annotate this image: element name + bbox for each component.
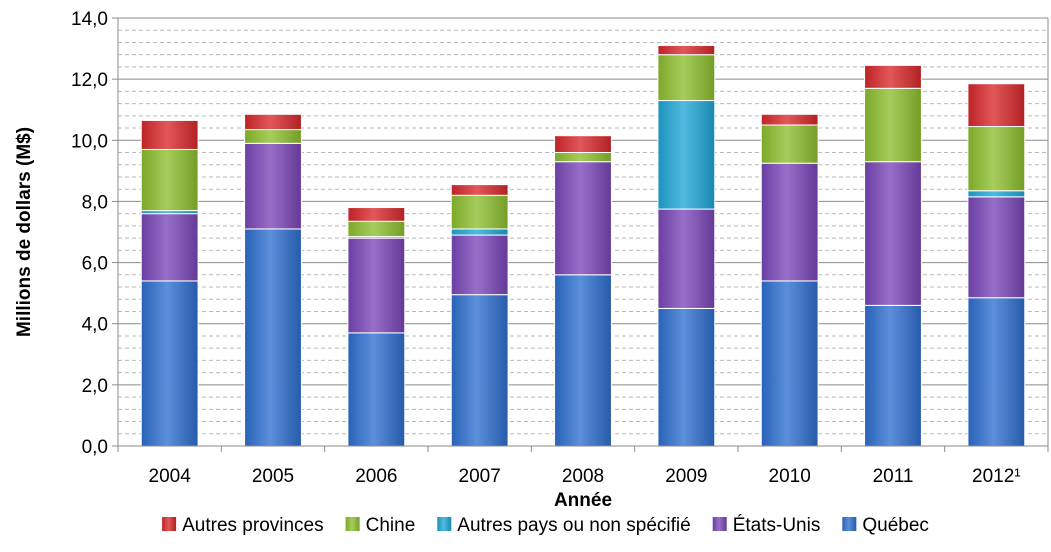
y-tick-labels: 0,0 2,0 4,0 6,0 8,0 10,0 12,0 14,0 bbox=[71, 9, 108, 458]
bar-segment bbox=[657, 208, 716, 309]
bar-segment bbox=[347, 207, 406, 222]
legend-item: Autres pays ou non spécifié bbox=[437, 515, 691, 536]
legend-swatch bbox=[437, 517, 452, 531]
legend-label: Québec bbox=[862, 515, 929, 536]
bar-segment bbox=[450, 294, 509, 447]
bars bbox=[140, 45, 1026, 447]
bar-segment bbox=[244, 113, 302, 131]
bar-segment bbox=[864, 64, 922, 89]
y-tick-label: 2,0 bbox=[82, 376, 108, 397]
legend-swatch bbox=[712, 517, 727, 531]
legend-item: Québec bbox=[842, 515, 929, 536]
bar-segment bbox=[657, 100, 716, 210]
bar-segment bbox=[967, 297, 1026, 447]
bar-segment bbox=[760, 124, 819, 164]
bar-segment bbox=[450, 228, 509, 236]
x-tick-label: 2004 bbox=[149, 466, 192, 487]
bar-segment bbox=[967, 126, 1026, 192]
bar-segment bbox=[347, 237, 406, 334]
bar-segment bbox=[450, 194, 509, 230]
bar-segment bbox=[760, 162, 819, 282]
bar-segment bbox=[244, 129, 302, 144]
y-tick-label: 12,0 bbox=[71, 70, 108, 91]
bar-segment bbox=[657, 54, 716, 102]
legend-swatch bbox=[162, 517, 177, 531]
bar-segment bbox=[140, 119, 199, 150]
y-axis-title: Millions de dollars (M$) bbox=[14, 127, 35, 337]
x-tick-label: 2005 bbox=[252, 466, 294, 487]
x-axis-title: Année bbox=[554, 490, 612, 511]
x-tick-label: 2008 bbox=[562, 466, 604, 487]
bar-segment bbox=[244, 228, 302, 447]
x-tick-label: 2010 bbox=[769, 466, 811, 487]
legend-label: Autres provinces bbox=[182, 515, 324, 536]
legend-label: États-Unis bbox=[733, 515, 821, 536]
bar-segment bbox=[864, 304, 922, 447]
bar-segment bbox=[760, 113, 819, 126]
y-tick-label: 14,0 bbox=[71, 9, 108, 30]
legend-item: Chine bbox=[345, 515, 416, 536]
legend-swatch bbox=[345, 517, 360, 531]
axes bbox=[112, 17, 1049, 452]
legend-item: États-Unis bbox=[712, 515, 821, 536]
x-tick-label: 2012¹ bbox=[972, 466, 1021, 487]
bar-segment bbox=[554, 135, 612, 154]
y-tick-label: 6,0 bbox=[82, 254, 108, 275]
y-tick-label: 0,0 bbox=[82, 437, 108, 458]
bar-segment bbox=[140, 280, 199, 447]
bar-segment bbox=[554, 161, 612, 276]
y-tick-label: 10,0 bbox=[71, 131, 108, 152]
bar-segment bbox=[967, 196, 1026, 299]
x-tick-labels: 2004 2005 2006 2007 2008 2009 2010 2011 2012¹ bbox=[149, 466, 1021, 487]
bar-segment bbox=[140, 213, 199, 282]
bar-segment bbox=[967, 190, 1026, 198]
bar-segment bbox=[450, 234, 509, 296]
legend: Autres provinces Chine Autres pays ou non … bbox=[162, 515, 929, 536]
y-tick-label: 8,0 bbox=[82, 192, 108, 213]
bar-segment bbox=[864, 161, 922, 306]
x-tick-label: 2007 bbox=[459, 466, 501, 487]
bar-segment bbox=[657, 307, 716, 447]
bar-segment bbox=[140, 148, 199, 212]
legend-swatch bbox=[842, 517, 857, 531]
x-tick-label: 2009 bbox=[665, 466, 707, 487]
bar-segment bbox=[864, 87, 922, 163]
bar-segment bbox=[554, 274, 612, 447]
legend-label: Autres pays ou non spécifié bbox=[457, 515, 690, 536]
bar-segment bbox=[657, 45, 716, 56]
bar-segment bbox=[244, 142, 302, 230]
bar-segment bbox=[347, 332, 406, 447]
bar-segment bbox=[554, 152, 612, 163]
bar-segment bbox=[967, 83, 1026, 128]
x-tick-label: 2006 bbox=[355, 466, 397, 487]
legend-label: Chine bbox=[366, 515, 416, 536]
legend-item: Autres provinces bbox=[162, 515, 324, 536]
bar-segment bbox=[450, 184, 509, 196]
bar-segment bbox=[760, 280, 819, 447]
bar-segment bbox=[347, 220, 406, 238]
y-tick-label: 4,0 bbox=[82, 315, 108, 336]
x-tick-label: 2011 bbox=[873, 466, 914, 487]
